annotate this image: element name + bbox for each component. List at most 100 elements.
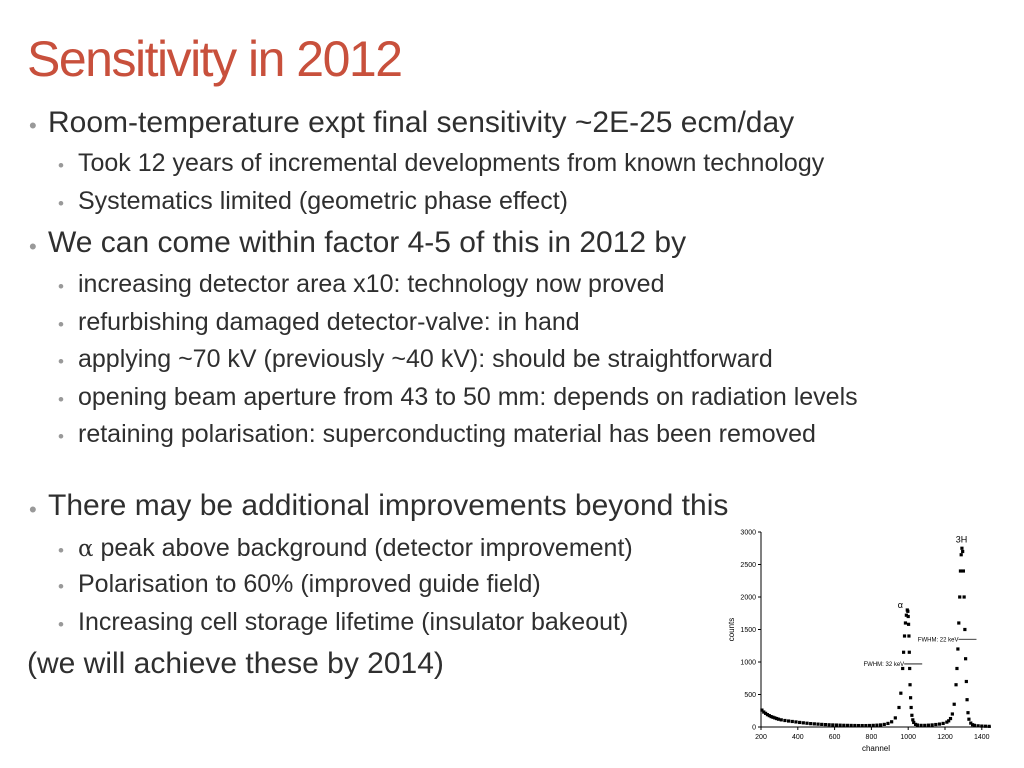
data-point [775,716,779,721]
data-point [812,722,816,726]
sub-bullet-item: Systematics limited (geometric phase eff… [78,187,569,215]
data-point [958,569,963,573]
data-point [934,722,938,727]
y-tick-label: 2500 [740,562,756,569]
data-point [908,683,912,687]
data-point [879,723,883,727]
data-point [966,711,970,715]
data-point [853,723,857,728]
sub-bullet-item: refurbishing damaged detector-valve: in … [78,308,580,336]
bullet-item: We can come within factor 4-5 of this in… [48,226,687,259]
sub-bullet-item: Polarisation to 60% (improved guide fiel… [78,570,541,598]
sub-bullet-icon: • [58,277,64,296]
sub-bullet-icon: • [58,194,64,213]
data-point [794,720,798,724]
spectrum-chart: 200 400 600 800 1000 1200 1400 0 500 1000 1500 2000… [727,530,991,753]
x-axis-label: channel [862,744,890,753]
y-tick-label: 1000 [740,660,756,667]
data-point [801,721,805,725]
data-point [965,698,969,702]
data-point [893,716,897,720]
data-point [911,718,915,722]
data-point [762,710,766,714]
data-point [915,723,919,727]
data-point [964,679,968,684]
data-point [950,712,954,716]
data-point [842,723,846,727]
data-point [937,722,942,726]
data-point [820,722,824,726]
bullet-icon: • [29,234,37,259]
data-point [902,634,907,638]
data-point [864,723,868,728]
slide-title: Sensitivity in 2012 [27,31,403,87]
data-point [823,722,827,727]
data-point [771,715,775,719]
bullet-item: Room-temperature expt final sensitivity … [48,106,795,139]
data-point [960,546,964,550]
data-point [805,721,809,725]
data-point [971,723,975,727]
sub-bullet-icon: • [58,352,64,371]
data-point [976,724,980,728]
data-point [969,721,973,725]
data-point [899,691,903,695]
data-point [926,723,931,727]
data-point [875,723,879,727]
data-point [910,713,914,717]
data-point [776,717,781,721]
data-point [906,622,911,626]
data-point [871,723,875,727]
data-point [787,719,791,723]
y-tick-label: 0 [752,725,756,732]
data-point [948,716,953,721]
data-point [790,719,794,724]
data-point [849,723,853,728]
data-point [907,634,911,638]
data-point [906,609,910,613]
data-point [903,621,908,625]
sub-bullet-icon: • [58,390,64,409]
data-point [957,621,961,625]
x-tick-label: 1400 [974,734,990,741]
data-point [902,650,906,654]
data-point [860,723,864,728]
data-point [906,614,910,619]
data-point [907,650,911,654]
sub-bullet-item: α peak above background (detector improv… [78,534,633,563]
data-point [834,723,839,727]
y-tick-label: 500 [744,692,756,699]
data-point [765,713,770,717]
data-point [961,549,965,554]
data-point [809,722,813,726]
data-point [886,721,890,726]
tritium-peak-label: 3H [956,534,968,544]
data-point [912,720,916,725]
data-point [909,705,913,710]
data-point [945,720,949,724]
sub-bullet-icon: • [58,427,64,446]
data-point [955,666,959,671]
data-point [959,553,963,557]
data-point [956,647,960,651]
y-tick-label: 3000 [740,530,756,537]
sub-bullet-icon: • [58,315,64,334]
x-tick-label: 800 [866,734,878,741]
data-point [963,627,967,632]
data-point [831,723,835,727]
data-point [941,721,945,726]
data-point [773,716,777,720]
data-point [967,717,971,721]
data-point [838,723,842,727]
data-point [983,724,988,728]
data-point [783,718,787,723]
data-point [856,723,861,728]
data-point [769,715,773,719]
data-point [767,714,771,718]
x-tick-label: 1000 [900,734,916,741]
data-point [908,696,913,700]
alpha-symbol: α [78,536,94,562]
y-axis-label: counts [727,618,736,642]
alpha-peak-label: α [898,600,903,610]
data-point [760,708,764,712]
